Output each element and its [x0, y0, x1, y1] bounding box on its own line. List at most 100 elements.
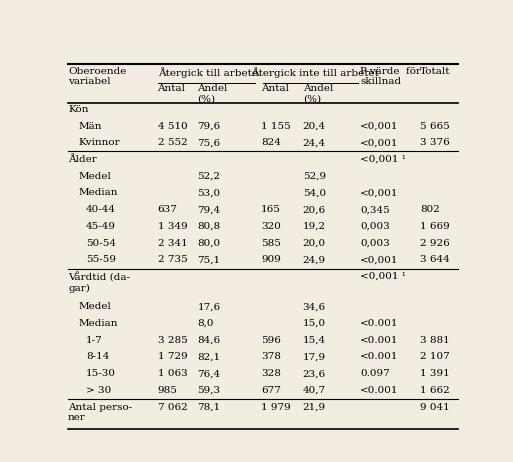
Text: <0,001 ¹: <0,001 ¹ [360, 272, 406, 281]
Text: 53,0: 53,0 [198, 188, 221, 197]
Text: <0.001: <0.001 [360, 336, 399, 345]
Text: 79,4: 79,4 [198, 205, 221, 214]
Text: Andel
(%): Andel (%) [198, 84, 228, 103]
Text: Män: Män [78, 122, 102, 131]
Text: Ålder: Ålder [68, 155, 97, 164]
Text: 17,6: 17,6 [198, 302, 221, 311]
Text: Kvinnor: Kvinnor [78, 138, 120, 147]
Text: 40-44: 40-44 [86, 205, 116, 214]
Text: 52,2: 52,2 [198, 172, 221, 181]
Text: 82,1: 82,1 [198, 353, 221, 361]
Text: 17,9: 17,9 [303, 353, 326, 361]
Text: 3 881: 3 881 [420, 336, 450, 345]
Text: 79,6: 79,6 [198, 122, 221, 131]
Text: 55-59: 55-59 [86, 255, 116, 264]
Text: 3 376: 3 376 [420, 138, 450, 147]
Text: 78,1: 78,1 [198, 403, 221, 412]
Text: 50-54: 50-54 [86, 239, 116, 248]
Text: 1 391: 1 391 [420, 369, 450, 378]
Text: 0,003: 0,003 [360, 222, 390, 231]
Text: 75,1: 75,1 [198, 255, 221, 264]
Text: 21,9: 21,9 [303, 403, 326, 412]
Text: 4 510: 4 510 [157, 122, 187, 131]
Text: 15-30: 15-30 [86, 369, 116, 378]
Text: 0,003: 0,003 [360, 239, 390, 248]
Text: 23,6: 23,6 [303, 369, 326, 378]
Text: 8-14: 8-14 [86, 353, 109, 361]
Text: 84,6: 84,6 [198, 336, 221, 345]
Text: 909: 909 [261, 255, 281, 264]
Text: 3 285: 3 285 [157, 336, 187, 345]
Text: <0,001: <0,001 [360, 122, 399, 131]
Text: 75,6: 75,6 [198, 138, 221, 147]
Text: <0,001: <0,001 [360, 188, 399, 197]
Text: 9 041: 9 041 [420, 403, 450, 412]
Text: 34,6: 34,6 [303, 302, 326, 311]
Text: 596: 596 [261, 336, 281, 345]
Text: 24,9: 24,9 [303, 255, 326, 264]
Text: 985: 985 [157, 386, 177, 395]
Text: 5 665: 5 665 [420, 122, 450, 131]
Text: 2 341: 2 341 [157, 239, 187, 248]
Text: 1 669: 1 669 [420, 222, 450, 231]
Text: 80,8: 80,8 [198, 222, 221, 231]
Text: 7 062: 7 062 [157, 403, 187, 412]
Text: 1-7: 1-7 [86, 336, 103, 345]
Text: 40,7: 40,7 [303, 386, 326, 395]
Text: Antal: Antal [261, 84, 289, 93]
Text: Antal: Antal [157, 84, 186, 93]
Text: 677: 677 [261, 386, 281, 395]
Text: Medel: Medel [78, 172, 111, 181]
Text: 165: 165 [261, 205, 281, 214]
Text: 328: 328 [261, 369, 281, 378]
Text: 824: 824 [261, 138, 281, 147]
Text: <0,001: <0,001 [360, 255, 399, 264]
Text: 0.097: 0.097 [360, 369, 390, 378]
Text: <0,001: <0,001 [360, 138, 399, 147]
Text: 2 552: 2 552 [157, 138, 187, 147]
Text: 24,4: 24,4 [303, 138, 326, 147]
Text: 59,3: 59,3 [198, 386, 221, 395]
Text: 45-49: 45-49 [86, 222, 116, 231]
Text: Andel
(%): Andel (%) [303, 84, 333, 103]
Text: <0.001: <0.001 [360, 386, 399, 395]
Text: 2 735: 2 735 [157, 255, 187, 264]
Text: 2 926: 2 926 [420, 239, 450, 248]
Text: 1 349: 1 349 [157, 222, 187, 231]
Text: Medel: Medel [78, 302, 111, 311]
Text: 320: 320 [261, 222, 281, 231]
Text: Oberoende
variabel: Oberoende variabel [68, 67, 127, 86]
Text: 19,2: 19,2 [303, 222, 326, 231]
Text: 802: 802 [420, 205, 440, 214]
Text: 54,0: 54,0 [303, 188, 326, 197]
Text: > 30: > 30 [86, 386, 111, 395]
Text: 637: 637 [157, 205, 177, 214]
Text: 1 729: 1 729 [157, 353, 187, 361]
Text: Median: Median [78, 319, 117, 328]
Text: Återgick till arbete: Återgick till arbete [158, 67, 258, 78]
Text: Median: Median [78, 188, 117, 197]
Text: 1 063: 1 063 [157, 369, 187, 378]
Text: Återgick inte till arbetet: Återgick inte till arbetet [251, 67, 379, 78]
Text: 378: 378 [261, 353, 281, 361]
Text: 20,6: 20,6 [303, 205, 326, 214]
Text: 8,0: 8,0 [198, 319, 214, 328]
Text: 52,9: 52,9 [303, 172, 326, 181]
Text: 20,4: 20,4 [303, 122, 326, 131]
Text: 585: 585 [261, 239, 281, 248]
Text: 2 107: 2 107 [420, 353, 450, 361]
Text: Kön: Kön [68, 105, 89, 114]
Text: 3 644: 3 644 [420, 255, 450, 264]
Text: 20,0: 20,0 [303, 239, 326, 248]
Text: 1 979: 1 979 [261, 403, 291, 412]
Text: 1 662: 1 662 [420, 386, 450, 395]
Text: <0.001: <0.001 [360, 319, 399, 328]
Text: Totalt: Totalt [420, 67, 450, 76]
Text: 15,4: 15,4 [303, 336, 326, 345]
Text: 1 155: 1 155 [261, 122, 291, 131]
Text: 15,0: 15,0 [303, 319, 326, 328]
Text: Antal perso-
ner: Antal perso- ner [68, 403, 132, 422]
Text: <0.001: <0.001 [360, 353, 399, 361]
Text: 80,0: 80,0 [198, 239, 221, 248]
Text: 0,345: 0,345 [360, 205, 390, 214]
